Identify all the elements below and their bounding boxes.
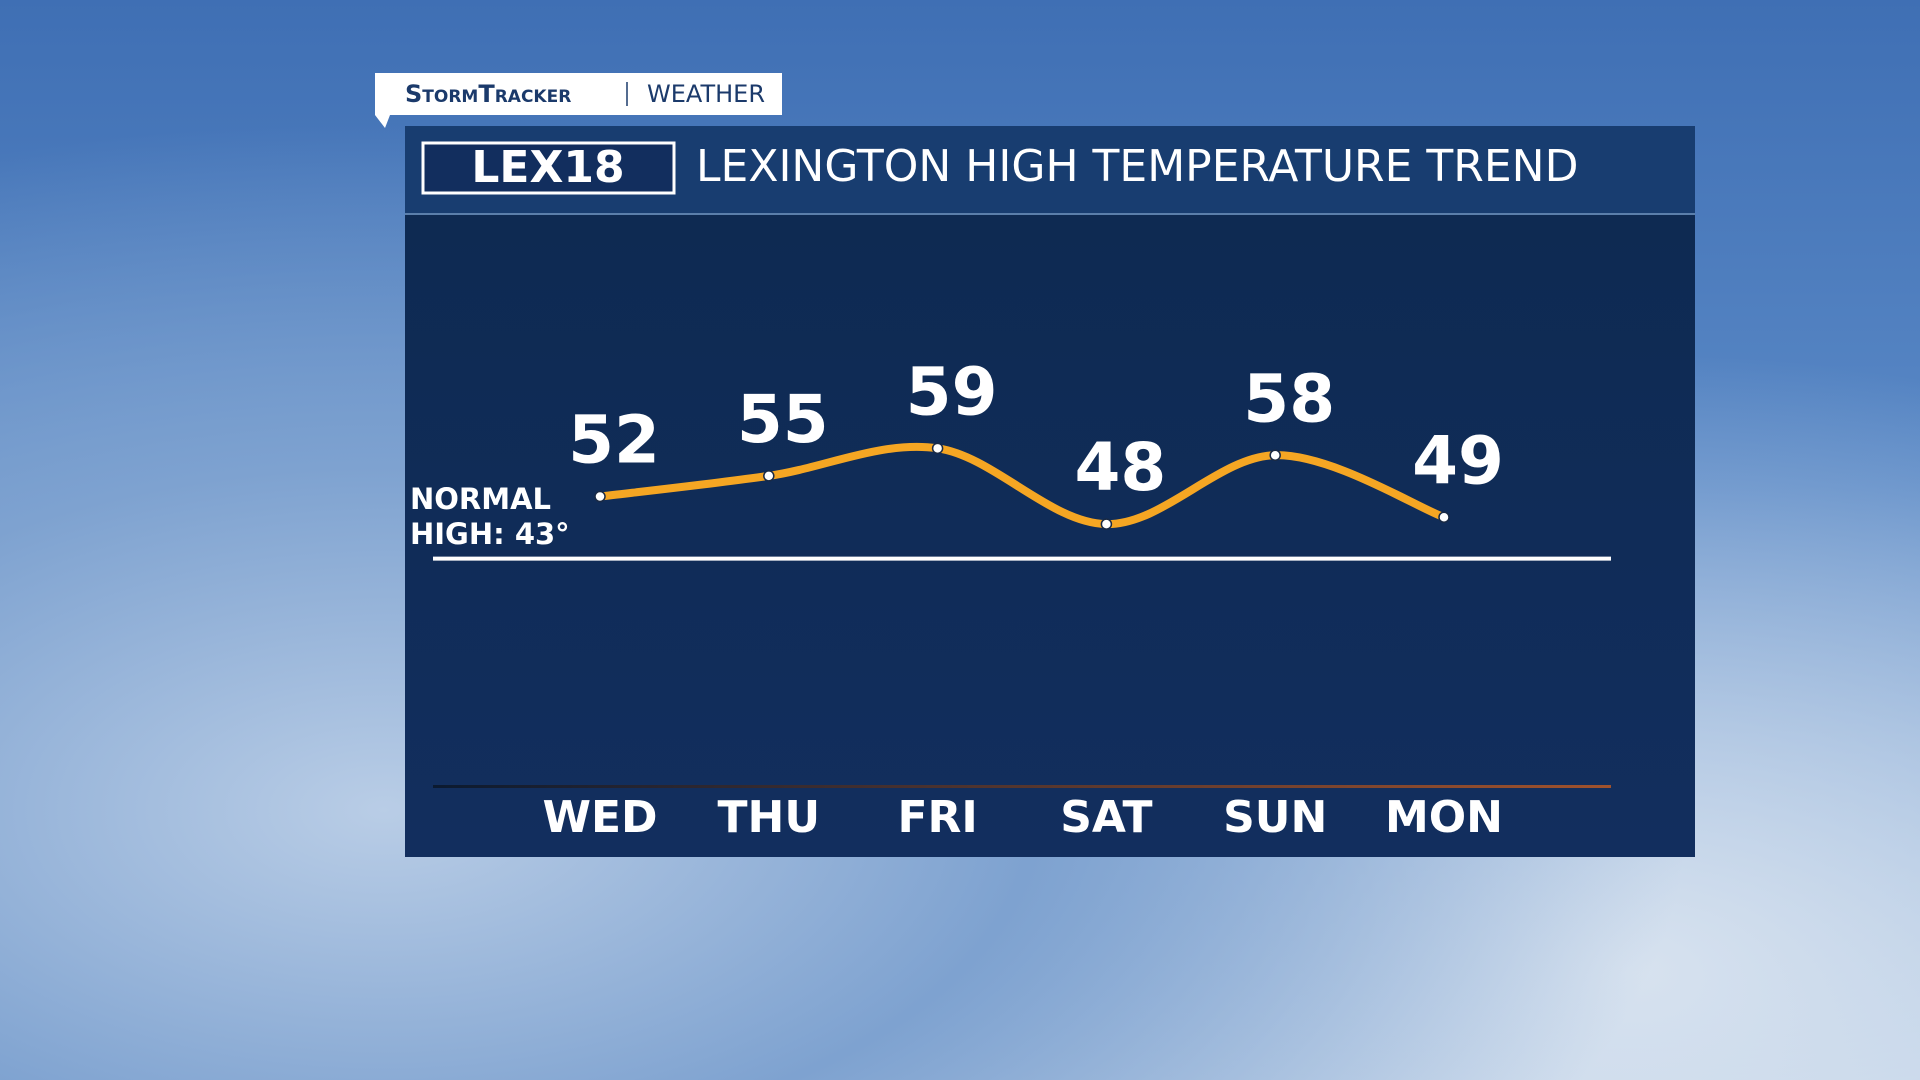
- chart-title: LEXINGTON HIGH TEMPERATURE TREND: [696, 141, 1578, 192]
- chart-panel: [405, 215, 1695, 857]
- x-tick-label: SUN: [1223, 792, 1327, 843]
- logo-box: [421, 141, 676, 195]
- value-label: 49: [1412, 422, 1504, 499]
- value-label: 48: [1074, 429, 1166, 506]
- point: [1438, 511, 1450, 523]
- brand-section: WEATHER: [647, 80, 765, 108]
- temperature-line: [596, 442, 1448, 529]
- value-label: 59: [906, 353, 998, 430]
- point: [1269, 449, 1281, 461]
- x-tick-label: THU: [718, 792, 821, 843]
- baseline: [433, 785, 1611, 788]
- x-tick-label: FRI: [897, 792, 977, 843]
- point: [594, 490, 606, 503]
- value-label: 55: [737, 381, 829, 458]
- brand-name: StormTracker: [405, 80, 571, 108]
- x-tick-label: MON: [1385, 792, 1503, 843]
- brand-tab: [375, 73, 782, 128]
- point: [763, 470, 775, 482]
- logo: LEX18: [471, 142, 624, 193]
- value-label: 58: [1243, 360, 1335, 437]
- value-label: 52: [568, 402, 660, 479]
- x-tick-label: WED: [542, 792, 657, 843]
- point: [931, 442, 944, 455]
- point: [1100, 518, 1113, 530]
- normal-high-label: NORMAL HIGH: 43°: [410, 482, 570, 551]
- x-tick-label: SAT: [1060, 792, 1152, 843]
